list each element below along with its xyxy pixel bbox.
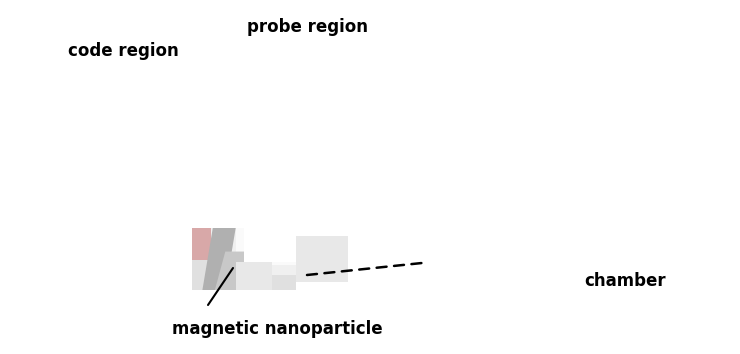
Bar <box>235 262 272 290</box>
Bar <box>235 228 296 265</box>
Text: magnetic nanoparticle: magnetic nanoparticle <box>172 320 383 338</box>
Bar <box>244 228 296 262</box>
Bar <box>211 228 296 274</box>
Bar <box>296 236 348 282</box>
Polygon shape <box>215 252 270 290</box>
Text: chamber: chamber <box>584 272 665 290</box>
Text: probe region: probe region <box>247 18 368 36</box>
Bar <box>192 228 296 290</box>
Text: code region: code region <box>68 42 179 60</box>
Bar <box>192 228 222 260</box>
Polygon shape <box>203 228 235 290</box>
